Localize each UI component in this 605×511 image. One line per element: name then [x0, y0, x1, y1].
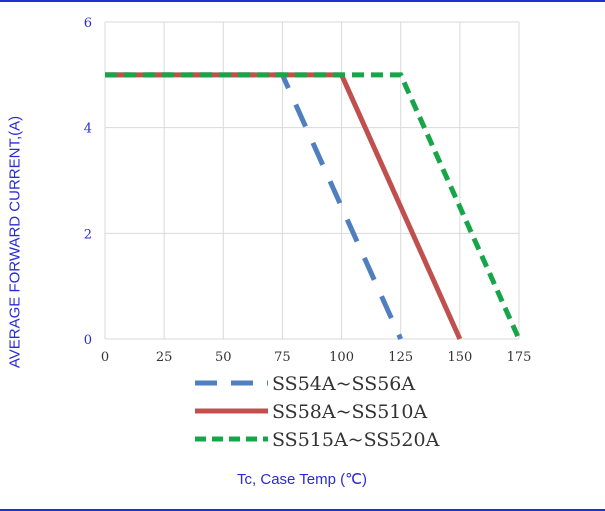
legend-label: SS515A~SS520A	[272, 429, 440, 451]
series-lines	[105, 72, 522, 341]
legend: SS54A~SS56A SS58A~SS510A SS515A~SS520A	[195, 373, 440, 451]
tick-labels: 0 25 50 75 100 125 150 175 0 2 4 6	[84, 16, 532, 365]
y-tick-label: 2	[84, 227, 92, 242]
x-tick-label: 25	[156, 350, 173, 365]
x-tick-label: 175	[507, 350, 532, 365]
y-tick-label: 0	[84, 333, 92, 348]
x-tick-label: 100	[329, 350, 354, 365]
top-border	[0, 0, 605, 2]
legend-label: SS54A~SS56A	[272, 373, 415, 395]
y-tick-label: 4	[84, 122, 92, 137]
x-tick-label: 50	[215, 350, 232, 365]
series-line-1	[105, 72, 403, 341]
y-tick-label: 6	[84, 16, 92, 31]
x-tick-label: 150	[447, 350, 472, 365]
x-axis-title: Tc, Case Temp (℃)	[237, 471, 367, 488]
bottom-border	[0, 509, 605, 511]
legend-label: SS58A~SS510A	[272, 401, 427, 423]
grid	[104, 21, 520, 340]
x-tick-label: 125	[388, 350, 413, 365]
x-tick-label: 75	[274, 350, 291, 365]
y-axis-title: AVERAGE FORWARD CURRENT,(A)	[6, 115, 24, 369]
x-tick-label: 0	[101, 350, 109, 365]
series-line-3	[105, 72, 522, 341]
